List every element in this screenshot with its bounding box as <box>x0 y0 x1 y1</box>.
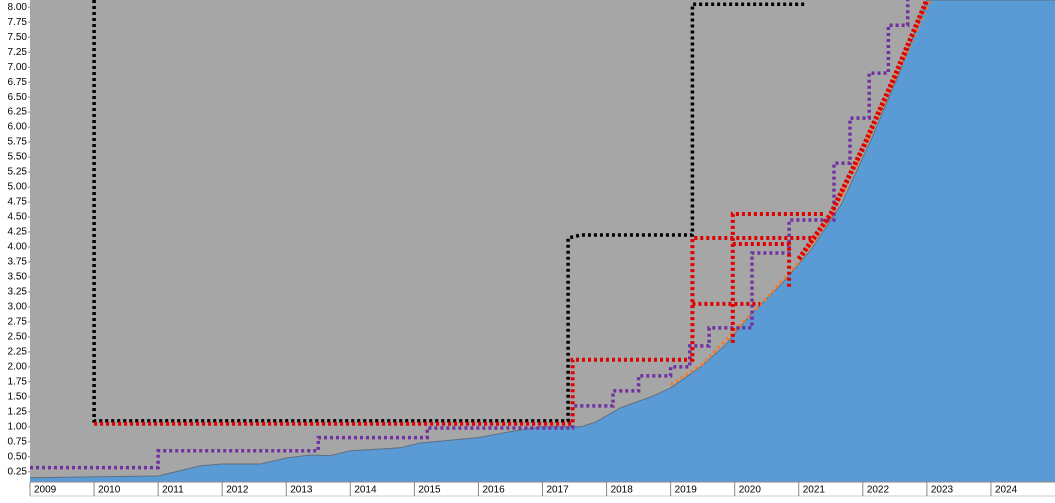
y-tick-label: 1.25 <box>8 406 28 417</box>
y-tick-label: 8.00 <box>8 2 28 13</box>
y-tick-label: 6.50 <box>8 92 28 103</box>
y-tick-label: 2.25 <box>8 347 28 358</box>
step-line <box>730 212 825 343</box>
x-tick-label: 2013 <box>290 485 313 496</box>
y-tick-label: 3.00 <box>8 302 28 313</box>
y-tick-label: 3.75 <box>8 257 28 268</box>
x-tick-label: 2019 <box>675 485 698 496</box>
x-tick-label: 2009 <box>34 485 57 496</box>
y-tick-label: 6.75 <box>8 77 28 88</box>
step-line <box>94 236 812 426</box>
step-line <box>796 0 930 261</box>
x-tick-label: 2022 <box>867 485 890 496</box>
y-tick-label: 7.00 <box>8 62 28 73</box>
y-tick-label: 2.00 <box>8 362 28 373</box>
y-tick-label: 1.50 <box>8 392 28 403</box>
y-tick-label: 1.75 <box>8 377 28 388</box>
x-tick-label: 2017 <box>547 485 570 496</box>
y-tick-label: 7.25 <box>8 47 28 58</box>
y-tick-label: 4.25 <box>8 227 28 238</box>
y-tick-label: 0.50 <box>8 451 28 462</box>
step-line <box>732 242 792 289</box>
x-tick-label: 2015 <box>418 485 441 496</box>
axes: 0.25 0.50 0.75 1.00 1.25 1.50 1.75 2.00 2.25 2.50… <box>8 2 1055 497</box>
area <box>30 0 1055 482</box>
y-tick-label: 1.00 <box>8 421 28 432</box>
x-tick-label: 2016 <box>482 485 505 496</box>
x-tick-label: 2012 <box>226 485 249 496</box>
y-tick-label: 4.50 <box>8 212 28 223</box>
x-tick-label: 2010 <box>98 485 121 496</box>
y-tick-label: 4.75 <box>8 197 28 208</box>
y-tick-label: 5.50 <box>8 152 28 163</box>
y-tick-label: 2.75 <box>8 317 28 328</box>
y-tick-label: 5.00 <box>8 182 28 193</box>
y-tick-label: 7.75 <box>8 17 28 28</box>
y-tick-label: 2.50 <box>8 332 28 343</box>
y-tick-label: 0.75 <box>8 436 28 447</box>
y-tick-label: 4.00 <box>8 242 28 253</box>
y-tick-label: 5.25 <box>8 167 28 178</box>
step-line <box>30 0 910 470</box>
x-tick-label: 2021 <box>803 485 826 496</box>
y-tick-label: 5.75 <box>8 137 28 148</box>
x-tick-label: 2018 <box>611 485 634 496</box>
x-tick-label: 2020 <box>739 485 762 496</box>
area-edge <box>30 0 1055 479</box>
plot-area <box>30 0 1055 482</box>
x-tick-label: 2024 <box>995 485 1018 496</box>
y-tick-label: 3.50 <box>8 272 28 283</box>
y-tick-label: 6.25 <box>8 107 28 118</box>
step-line <box>92 0 806 423</box>
x-tick-label: 2011 <box>162 485 184 496</box>
x-tick-label: 2023 <box>931 485 954 496</box>
x-tick-label: 2014 <box>354 485 377 496</box>
y-tick-label: 7.50 <box>8 32 28 43</box>
y-tick-label: 3.25 <box>8 287 28 298</box>
y-tick-label: 0.25 <box>8 466 28 477</box>
y-tick-label: 6.00 <box>8 122 28 133</box>
